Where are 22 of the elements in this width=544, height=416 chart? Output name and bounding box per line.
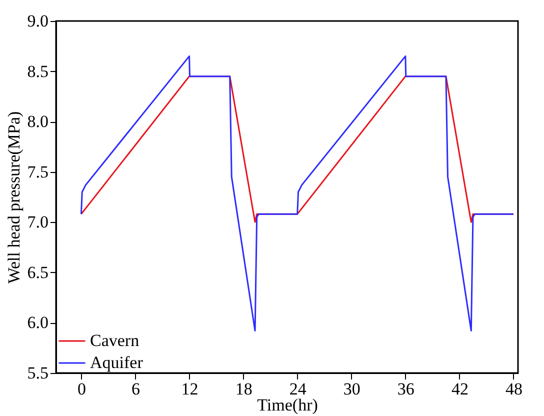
y-tick-label: 7.0 xyxy=(27,212,48,232)
legend-label: Cavern xyxy=(90,331,140,350)
y-tick-label: 8.0 xyxy=(27,112,48,132)
x-tick-label: 30 xyxy=(343,380,360,398)
y-axis-title: Well head pressure(MPa) xyxy=(4,111,24,284)
x-tick-label: 42 xyxy=(451,380,468,398)
x-tick-label: 12 xyxy=(181,380,198,398)
x-tick-label: 0 xyxy=(77,380,86,398)
line-series xyxy=(80,55,514,332)
y-tick-label: 5.5 xyxy=(27,364,48,382)
y-tick-label: 6.0 xyxy=(27,313,48,332)
legend-label: Aquifer xyxy=(90,353,144,372)
x-tick-label: 48 xyxy=(505,380,522,398)
y-tick-label: 8.5 xyxy=(27,62,48,81)
x-tick-label: 18 xyxy=(235,380,252,398)
x-tick-label: 36 xyxy=(397,380,414,398)
y-tick-label: 6.5 xyxy=(27,262,48,282)
y-tick-label: 9.0 xyxy=(27,12,48,30)
y-tick-label: 7.5 xyxy=(27,162,48,182)
x-tick-label: 24 xyxy=(289,380,307,398)
x-tick-label: 6 xyxy=(132,380,140,398)
x-axis-title: Time(hr) xyxy=(257,396,318,414)
